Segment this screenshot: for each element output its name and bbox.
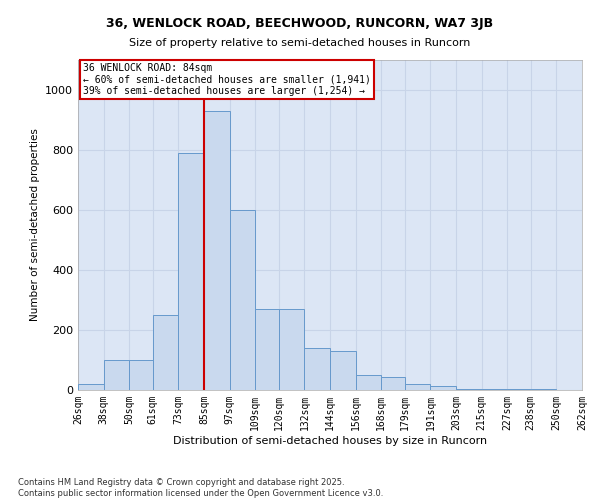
Bar xyxy=(456,388,482,390)
Bar xyxy=(381,376,405,390)
Bar xyxy=(405,384,430,390)
Bar xyxy=(129,360,153,390)
Bar xyxy=(356,375,381,390)
X-axis label: Distribution of semi-detached houses by size in Runcorn: Distribution of semi-detached houses by … xyxy=(173,436,487,446)
Bar xyxy=(153,315,178,390)
Text: Contains HM Land Registry data © Crown copyright and database right 2025.
Contai: Contains HM Land Registry data © Crown c… xyxy=(18,478,383,498)
Bar xyxy=(255,309,279,390)
Bar xyxy=(178,153,204,390)
Bar xyxy=(204,111,230,390)
Bar xyxy=(482,388,507,390)
Bar xyxy=(230,210,255,390)
Bar xyxy=(279,309,304,390)
Y-axis label: Number of semi-detached properties: Number of semi-detached properties xyxy=(29,128,40,322)
Bar xyxy=(104,360,129,390)
Bar xyxy=(430,386,456,390)
Bar xyxy=(330,351,356,390)
Bar xyxy=(78,384,104,390)
Text: 36, WENLOCK ROAD, BEECHWOOD, RUNCORN, WA7 3JB: 36, WENLOCK ROAD, BEECHWOOD, RUNCORN, WA… xyxy=(106,18,494,30)
Text: 36 WENLOCK ROAD: 84sqm
← 60% of semi-detached houses are smaller (1,941)
39% of : 36 WENLOCK ROAD: 84sqm ← 60% of semi-det… xyxy=(83,64,371,96)
Bar xyxy=(304,348,330,390)
Text: Size of property relative to semi-detached houses in Runcorn: Size of property relative to semi-detach… xyxy=(130,38,470,48)
